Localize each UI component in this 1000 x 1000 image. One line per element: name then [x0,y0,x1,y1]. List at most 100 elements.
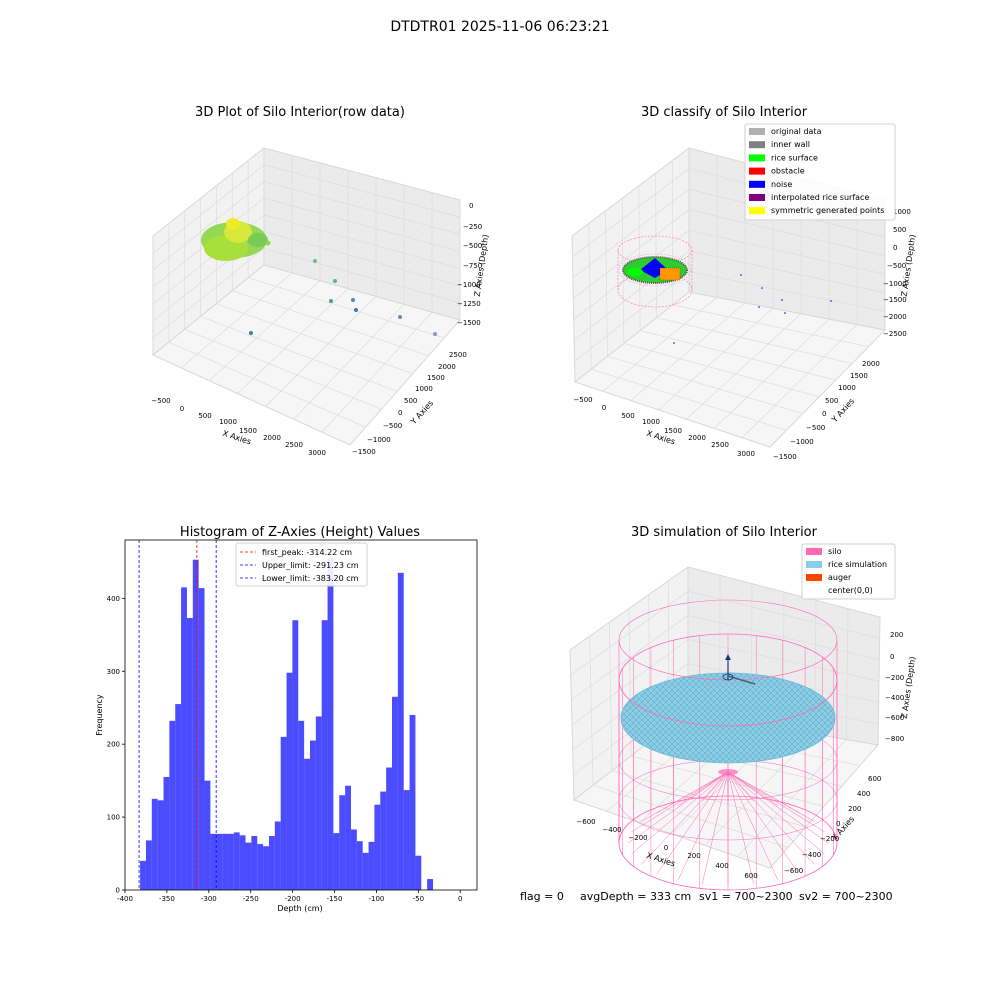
z-tick-label: −500 [887,262,906,270]
legend-label: interpolated rice surface [771,193,869,202]
gridline [572,188,690,278]
x-tick-label: 200 [687,852,700,860]
histogram-bar [227,833,234,890]
y-tick-label: 1500 [850,372,868,380]
gridline [184,328,382,410]
gridline [209,280,321,381]
histogram-bar [397,572,404,890]
x-tick-label: −400 [602,826,621,834]
z-tick-label: −2500 [883,330,907,338]
x-tick-label: 0 [458,895,462,903]
legend-swatch [749,180,765,188]
x-tick-label: 0 [602,404,606,412]
gridline [152,248,265,339]
legend-swatch [749,207,765,215]
gridline [658,308,774,411]
z-tick-label: −1500 [457,319,481,327]
x-tick-label: 0 [180,405,184,413]
x-tick-label: 3000 [737,450,755,458]
y-tick-label: 500 [404,397,417,405]
silo-floor-spoke [727,771,779,881]
histogram-bar [350,829,357,890]
x-tick-label: 3000 [308,449,326,457]
silo-floor-spoke [727,771,815,822]
histogram-bar [309,740,316,890]
gridline [180,272,293,369]
legend-label: inner wall [771,140,810,149]
gridline [688,229,886,275]
legend-label: silo [828,547,842,556]
flag-text: flag = 0 [520,890,564,903]
histogram-bar [391,696,398,890]
legend: silo rice simulation auger center(0,0) [801,543,896,600]
silo-floor-spoke [727,771,825,833]
x-tick-label: -250 [243,895,259,903]
histogram-bar [140,860,146,890]
legend-label: first_peak: -314.22 cm [262,548,352,557]
silo-floor-spoke [727,771,825,855]
z-tick-labels: 0 −250 −500 −750 −1000 −1250 −1500 [457,202,482,327]
gridline [602,297,718,392]
y-tick-label: 100 [107,814,120,822]
silo-floor-spoke [677,771,729,881]
y-tick-label: 2000 [438,363,456,371]
panel-title: 3D Plot of Silo Interior(row data) [195,105,405,120]
gridline [232,290,429,357]
histogram-bar [345,785,351,890]
silo-floor-spoke [727,771,829,844]
silo-floor-spoke [727,771,755,802]
x-tick-label: -350 [159,895,175,903]
gridline [630,302,746,401]
legend-label: symmetric generated points [771,206,884,215]
legend-label: center(0,0) [828,586,873,595]
x-tick-label: 500 [621,412,634,420]
histogram-bar [181,587,187,890]
avg-depth-text: avgDepth = 333 cm [580,890,691,903]
y-tick-label: 0 [116,887,120,895]
y-tick-label: −500 [383,422,402,430]
legend-label: auger [828,573,852,582]
legend-swatch [749,194,765,201]
silo-floor-spoke [631,771,729,833]
histogram-bar [216,833,223,890]
gridline [293,304,405,420]
gridline [688,209,886,257]
gridline [248,277,445,339]
y-tick-label: −1500 [773,453,797,461]
gridline [737,739,847,857]
z-tick-labels: 200 0 −200 −400 −600 −800 [885,631,904,743]
y-tick-label: −1000 [367,436,391,444]
gridline [572,168,690,258]
z-axis-label: Z Axies (Depth) [900,656,918,719]
silo-floor-spoke [677,771,729,806]
histogram-bar [257,844,264,890]
histogram-bar [286,672,293,890]
histogram-bar [403,790,410,890]
panel-title: Histogram of Z-Axies (Height) Values [180,525,420,540]
histogram-bar [368,841,375,890]
x-tick-label: 1000 [219,418,237,426]
sv2-text: sv2 = 700~2300 [799,890,893,903]
z-tick-label: −400 [885,694,904,702]
histogram-bar [268,836,275,890]
z-tick-label: 0 [890,653,894,661]
y-axis-label: Frequency [95,694,104,736]
y-tick-label: −400 [802,851,821,859]
panel-simulation-3d: 3D simulation of Silo Interior [569,525,918,891]
x-tick-label: -100 [368,895,384,903]
classified-silo [617,235,832,344]
histogram-bar [304,758,310,890]
z-tick-label: −1250 [457,300,481,308]
gridline [216,303,413,374]
gridline [588,223,592,370]
x-tick-label: -50 [413,895,424,903]
y-tick-label: 0 [398,409,402,417]
gridline [321,311,433,433]
histogram-bar [362,852,369,890]
histogram-bar [239,835,246,890]
legend-label: noise [771,180,792,189]
x-tick-label: 1500 [239,427,257,435]
legend-swatch [806,574,822,581]
gridline [263,231,461,287]
gridline [607,355,803,414]
